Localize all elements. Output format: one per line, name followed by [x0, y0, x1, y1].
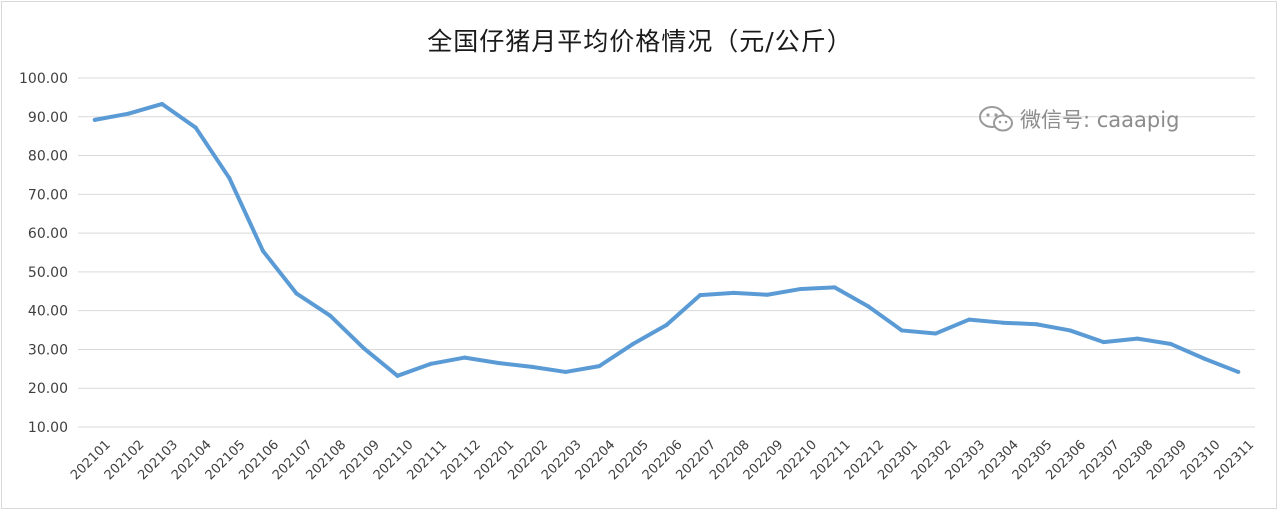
- data-point: [967, 317, 972, 322]
- data-point: [1168, 342, 1173, 347]
- data-point: [597, 364, 602, 369]
- data-point: [1068, 328, 1073, 333]
- data-point: [294, 291, 299, 296]
- data-point: [933, 331, 938, 336]
- data-point: [227, 176, 232, 181]
- y-tick-label: 80.00: [28, 149, 68, 165]
- y-tick-label: 10.00: [28, 420, 68, 436]
- data-point: [496, 361, 501, 366]
- data-point: [193, 125, 198, 130]
- data-point: [1000, 320, 1005, 325]
- data-point: [731, 290, 736, 295]
- data-point: [1034, 322, 1039, 327]
- data-point: [664, 323, 669, 328]
- data-point: [1101, 340, 1106, 345]
- y-tick-label: 20.00: [28, 381, 68, 397]
- data-point: [126, 111, 131, 116]
- y-tick-label: 50.00: [28, 265, 68, 281]
- chart-title: 全国仔猪月平均价格情况（元/公斤）: [427, 27, 853, 56]
- data-point: [563, 369, 568, 374]
- data-point: [832, 285, 837, 290]
- data-point: [462, 355, 467, 360]
- y-tick-label: 40.00: [28, 304, 68, 320]
- data-point: [429, 361, 434, 366]
- data-point: [328, 313, 333, 318]
- data-point: [630, 342, 635, 347]
- data-point: [799, 286, 804, 291]
- watermark-text: 微信号: caaapig: [1020, 108, 1180, 132]
- y-tick-label: 70.00: [28, 187, 68, 203]
- data-point: [1202, 356, 1207, 361]
- data-point: [765, 292, 770, 297]
- data-point: [1135, 336, 1140, 341]
- data-point: [260, 248, 265, 253]
- data-point: [529, 364, 534, 369]
- data-point: [899, 328, 904, 333]
- data-point: [866, 304, 871, 309]
- data-point: [395, 373, 400, 378]
- y-tick-label: 90.00: [28, 110, 68, 126]
- y-tick-label: 30.00: [28, 342, 68, 358]
- data-point: [160, 101, 165, 106]
- data-point: [1236, 369, 1241, 374]
- y-tick-label: 100.00: [19, 71, 68, 87]
- data-point: [92, 117, 97, 122]
- data-point: [698, 293, 703, 298]
- series-line: [92, 101, 1241, 378]
- data-point: [361, 346, 366, 351]
- wechat-icon: [979, 106, 1013, 132]
- watermark: 微信号: caaapig: [978, 104, 1179, 134]
- y-tick-label: 60.00: [28, 226, 68, 242]
